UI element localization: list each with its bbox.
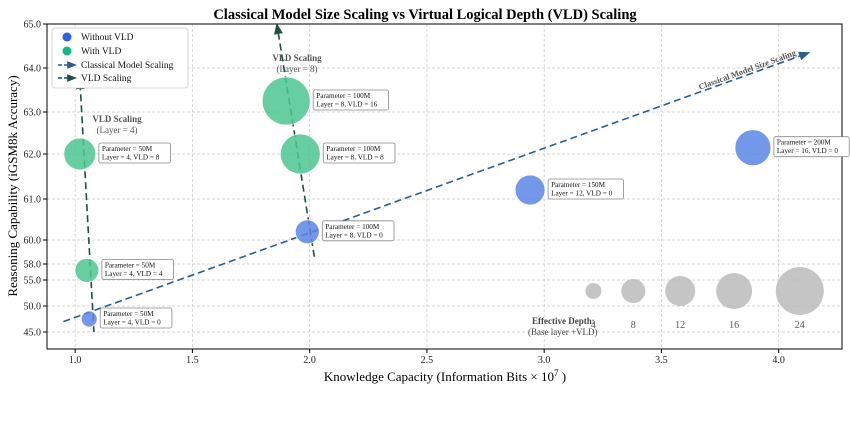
y-tick-label: 58.0: [24, 260, 42, 271]
x-axis-label-sup: 7: [554, 368, 559, 378]
point-label-box: [98, 142, 171, 164]
depth-value-label: 24: [795, 320, 805, 331]
y-axis-label: Reasoning Capability (iGSM8k Accuracy): [5, 75, 20, 296]
plot-frame: [46, 23, 843, 350]
depth-legend-subtitle: (Base layer +VLD): [528, 327, 598, 337]
depth-bubble: [621, 279, 646, 303]
y-tick-label: 50.0: [24, 302, 42, 313]
y-tick-label: 45.0: [24, 328, 42, 339]
legend-label-classical: Classical Model Scaling: [81, 61, 174, 71]
arrow-sublabel-vld-layer4: (Layer = 4): [96, 125, 137, 135]
x-axis-ticks: 1.0 1.5 2.0 2.5 3.0 3.5 4.0: [69, 349, 785, 366]
legend: Without VLD With VLD Classical Model Sca…: [51, 27, 189, 89]
point-label-layers: Layer = 8, VLD = 8: [326, 154, 384, 162]
y-tick-label: 61.0: [24, 195, 42, 206]
arrow-label-vld-layer8: VLD Scaling: [272, 53, 322, 63]
point-label-layers: Layer = 4, VLD = 4: [105, 270, 163, 278]
point-label-layers: Layer = 16, VLD = 0: [777, 147, 838, 155]
point-label-parameter: Parameter = 100M: [326, 145, 381, 153]
x-tick-label: 3.0: [538, 355, 551, 366]
legend-marker-with-vld: [62, 46, 72, 56]
point-label-layers: Layer = 12, VLD = 0: [551, 190, 612, 198]
point-without-vld: [514, 174, 546, 206]
x-tick-label: 2.5: [421, 355, 434, 366]
point-label-box: [773, 136, 850, 158]
point-label-parameter: Parameter = 50M: [103, 310, 154, 318]
depth-value-label: 16: [729, 320, 739, 331]
x-tick-label: 3.5: [655, 355, 668, 366]
legend-label-vld: VLD Scaling: [81, 74, 132, 84]
x-tick-label: 2.0: [303, 355, 316, 366]
point-without-vld: [294, 219, 320, 245]
point-label-parameter: Parameter = 50M: [102, 145, 153, 153]
point-label-parameter: Parameter = 200M: [777, 139, 832, 147]
arrow-label-classical: Classical Model Size Scaling: [697, 47, 798, 92]
point-with-vld: [74, 257, 100, 283]
point-label-layers: Layer = 8, VLD = 0: [325, 231, 383, 239]
point-label-box: [101, 258, 174, 280]
point-label-parameter: Parameter = 100M: [325, 223, 380, 231]
x-axis-label-main: Knowledge Capacity (Information Bits × 1…: [324, 369, 554, 384]
point-label-parameter: Parameter = 100M: [316, 92, 371, 100]
point-label-parameter: Parameter = 150M: [551, 181, 606, 189]
point-without-vld: [80, 310, 98, 328]
y-tick-label: 64.0: [24, 64, 42, 75]
y-tick-label: 55.0: [24, 276, 42, 287]
depth-bubble: [775, 267, 824, 315]
effective-depth-legend: 4 8 12 16 24 Effective Depth:(Base layer +VLD…: [528, 267, 824, 337]
y-tick-label: 63.0: [24, 108, 42, 119]
legend-label-without-vld: Without VLD: [81, 33, 134, 43]
point-label-box: [321, 220, 395, 242]
point-with-vld: [279, 133, 321, 175]
legend-label-with-vld: With VLD: [81, 47, 121, 57]
point-label-layers: Layer = 8, VLD = 16: [316, 101, 377, 109]
depth-value-label: 8: [631, 320, 636, 331]
depth-value-label: 12: [675, 320, 685, 331]
point-without-vld: [734, 129, 772, 167]
point-label-box: [547, 178, 624, 200]
x-tick-label: 1.5: [186, 355, 199, 366]
depth-legend-title: Effective Depth:: [532, 316, 595, 326]
point-label-parameter: Parameter = 50M: [105, 261, 156, 269]
arrow-label-vld-layer4: VLD Scaling: [92, 114, 142, 124]
point-label-box: [322, 142, 396, 164]
legend-marker-without-vld: [62, 32, 72, 42]
point-label-layers: Layer = 4, VLD = 8: [102, 154, 160, 162]
point-with-vld: [261, 76, 311, 126]
y-tick-label: 62.0: [24, 150, 42, 161]
arrow-vld-layer8: [274, 22, 316, 257]
arrow-vld-layer4: [75, 77, 95, 333]
y-tick-label: 60.0: [24, 236, 42, 247]
point-with-vld: [63, 137, 97, 171]
point-label-layers: Layer = 4, VLD = 0: [103, 319, 161, 327]
depth-value-label: 4: [591, 320, 596, 331]
depth-bubble: [585, 283, 602, 299]
arrow-sublabel-vld-layer8: (Layer = 8): [276, 64, 317, 74]
y-axis-ticks: 45.0 50.0 55.0 58.0 60.0 61.0 62.0 63.0 64.0 65.0: [24, 20, 47, 339]
chart-title: Classical Model Size Scaling vs Virtual …: [213, 7, 637, 23]
legend-box: [51, 27, 189, 89]
arrow-classical: [63, 51, 811, 323]
point-label-box: [99, 307, 173, 329]
x-tick-label: 4.0: [772, 355, 785, 366]
x-axis-label: Knowledge Capacity (Information Bits × 1…: [324, 368, 566, 384]
x-tick-label: 1.0: [69, 355, 82, 366]
depth-bubble: [665, 276, 696, 306]
point-label-box: [312, 89, 389, 111]
depth-bubble: [716, 273, 753, 309]
x-axis-label-end: ): [559, 369, 567, 384]
y-tick-label: 65.0: [24, 20, 42, 31]
